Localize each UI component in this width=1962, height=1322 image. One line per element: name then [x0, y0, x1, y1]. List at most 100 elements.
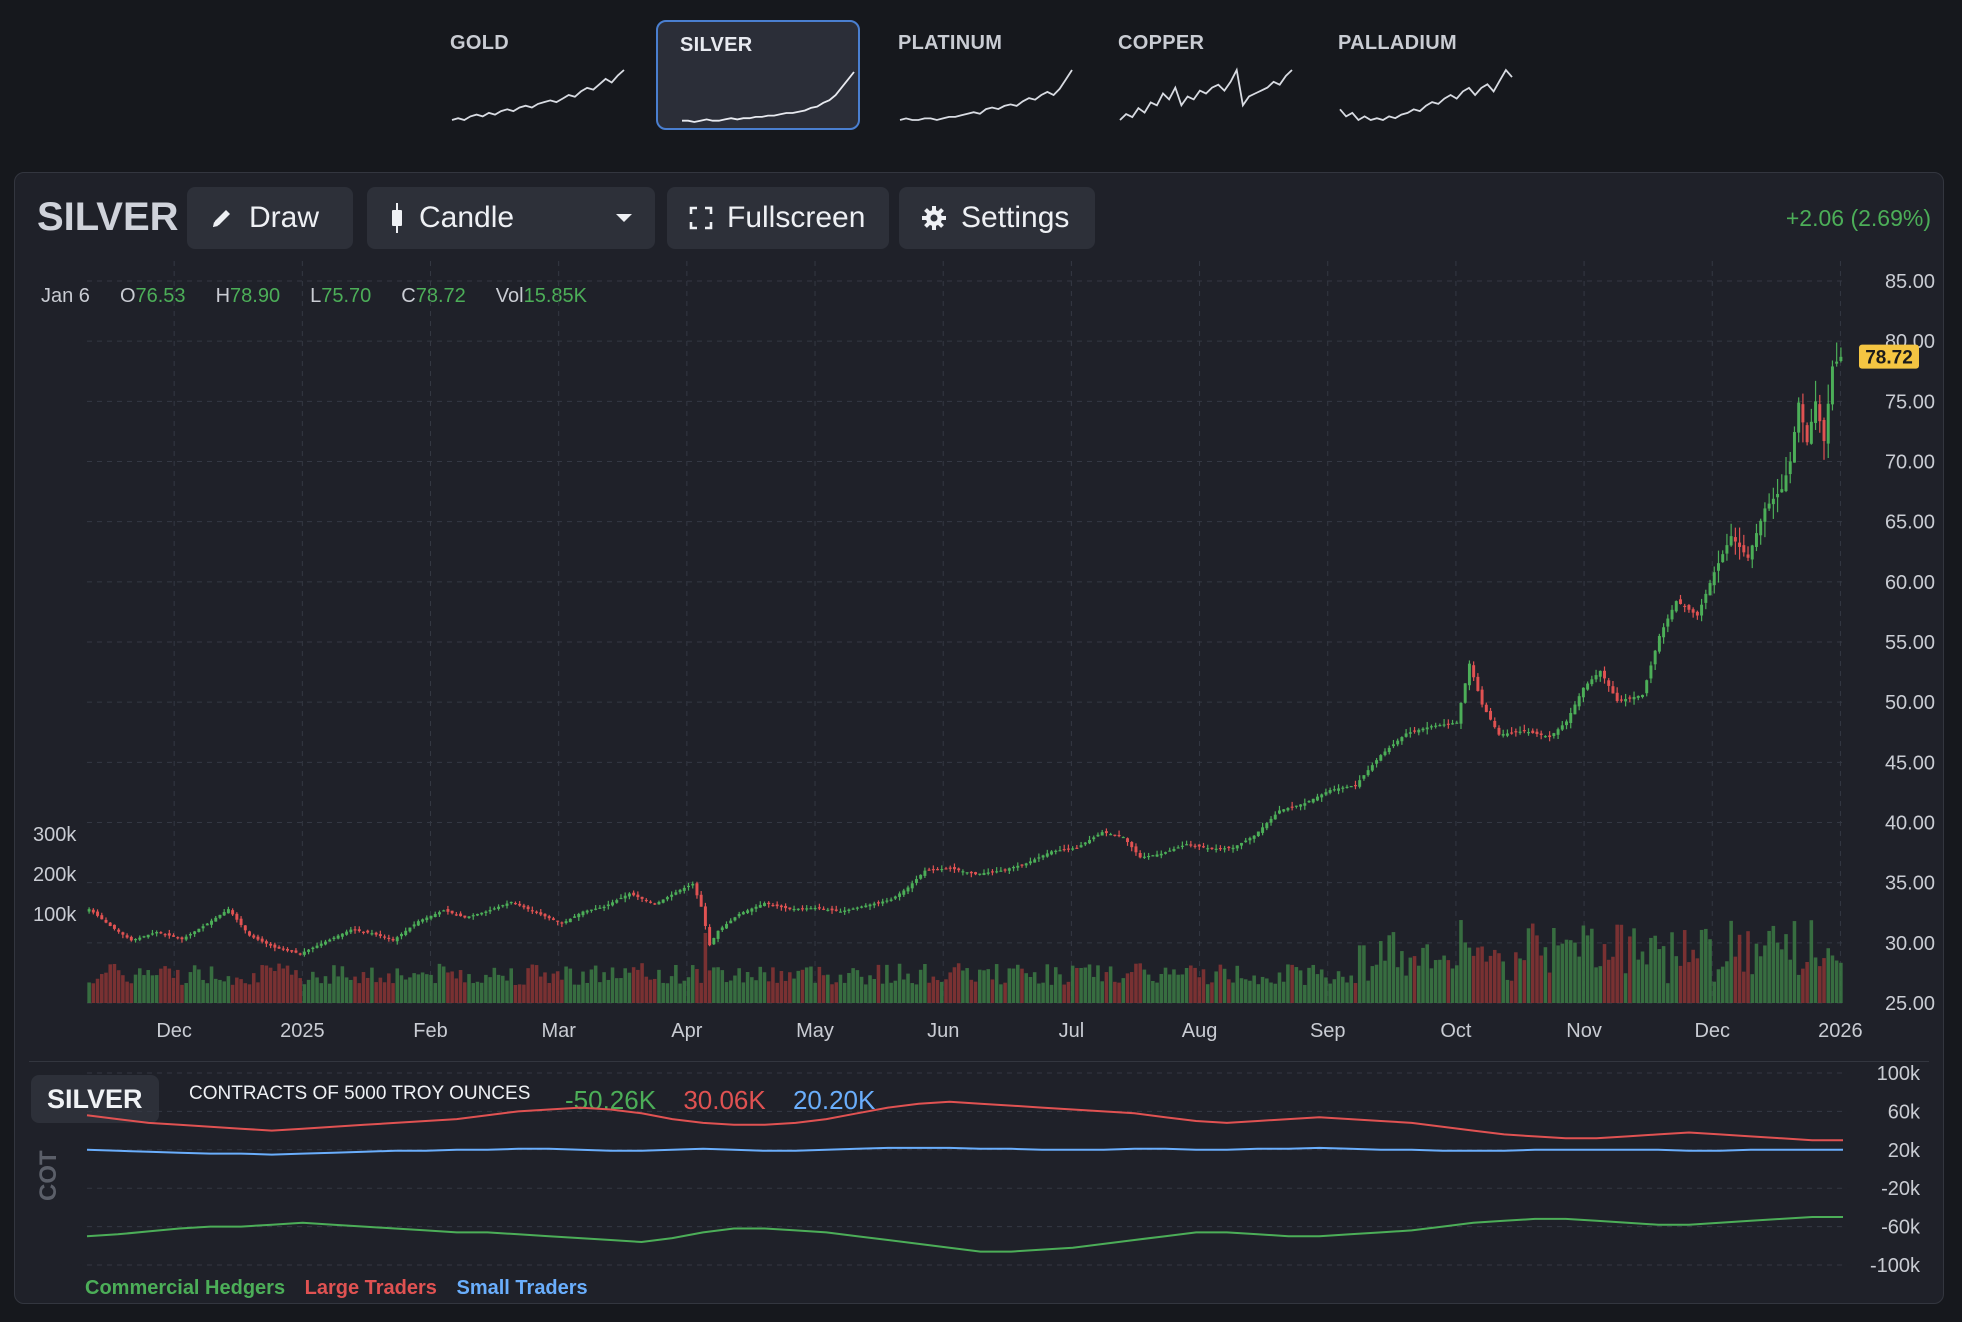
volume-bar — [771, 967, 775, 1003]
volume-bar — [1100, 981, 1104, 1003]
candle-body — [636, 894, 640, 898]
candle-body — [910, 883, 914, 889]
high-value: 78.90 — [230, 285, 281, 307]
volume-bar — [1602, 944, 1607, 1003]
tab-platinum[interactable]: PLATINUM — [876, 20, 1080, 130]
candle-body — [437, 912, 441, 915]
ohlc-date: Jan 6 — [41, 285, 90, 307]
candle-body — [1725, 545, 1729, 554]
volume-bar — [458, 970, 463, 1003]
volume-bar — [1522, 960, 1527, 1003]
volume-bar — [1666, 983, 1670, 1003]
volume-bar — [859, 976, 864, 1003]
candle-body — [1362, 775, 1366, 779]
candle-body — [564, 921, 568, 924]
candle-body — [708, 927, 712, 946]
candle-body — [813, 907, 817, 910]
candle-body — [286, 948, 289, 951]
volume-bar — [817, 966, 822, 1003]
volume-bar — [340, 966, 345, 1003]
chart-type-select[interactable]: Candle — [367, 187, 655, 249]
candle-body — [146, 934, 150, 938]
candle-body — [226, 909, 230, 914]
settings-button[interactable]: Settings — [899, 187, 1095, 249]
tab-gold[interactable]: GOLD — [428, 20, 632, 130]
candle-body — [184, 936, 188, 940]
candle-body — [349, 929, 353, 933]
candle-body — [623, 895, 627, 899]
volume-bar — [1129, 972, 1134, 1003]
candle-body — [497, 906, 501, 909]
close-value: 78.72 — [415, 285, 466, 307]
candle-body — [1577, 696, 1581, 707]
candle-body — [117, 929, 121, 932]
volume-bar — [391, 983, 395, 1003]
volume-bar — [323, 976, 328, 1003]
candle-body — [1320, 794, 1324, 798]
tab-copper[interactable]: COPPER — [1096, 20, 1300, 130]
candle-body — [661, 899, 665, 903]
candle-body — [1797, 402, 1801, 433]
candle-body — [1041, 855, 1045, 858]
volume-bar — [1349, 975, 1354, 1003]
candle-body — [535, 911, 539, 913]
candle-body — [1581, 687, 1585, 698]
candle-body — [581, 911, 585, 916]
candle-body — [556, 920, 560, 922]
candle-body — [1539, 733, 1543, 736]
tab-palladium[interactable]: PALLADIUM — [1316, 20, 1520, 130]
cot-symbol-badge: SILVER — [31, 1075, 159, 1123]
candle-body — [1185, 844, 1189, 846]
candle-body — [239, 918, 243, 926]
candle-body — [1007, 868, 1011, 871]
volume-label: Vol — [495, 285, 524, 307]
cot-chart[interactable]: 100k 60k 20k -20k -60k -100k — [15, 1053, 1943, 1293]
volume-bar — [783, 980, 788, 1003]
candle-body — [1235, 845, 1239, 849]
price-chart[interactable]: 85.0080.0075.0070.0065.0060.0055.0050.00… — [15, 173, 1943, 1053]
volume-bar — [598, 982, 602, 1003]
candle-body — [1674, 601, 1678, 612]
volume-bar — [450, 971, 454, 1003]
candle-body — [167, 933, 171, 936]
volume-bar — [1121, 978, 1126, 1003]
volume-bar — [1286, 964, 1290, 1003]
candle-body — [547, 916, 551, 919]
candle-body — [1792, 432, 1796, 463]
candle-body — [1273, 814, 1277, 820]
candle-body — [1134, 846, 1138, 853]
candle-body — [779, 905, 783, 908]
candle-body — [1240, 842, 1243, 846]
candle-body — [112, 924, 116, 929]
volume-bar — [298, 978, 302, 1003]
volume-bar — [315, 977, 319, 1003]
candle-body — [990, 871, 994, 873]
candle-body — [332, 937, 336, 940]
candle-body — [1290, 806, 1294, 808]
volume-bar — [1117, 982, 1121, 1003]
open-label: O — [119, 285, 136, 307]
volume-bar — [1518, 958, 1522, 1003]
volume-bar — [1193, 967, 1197, 1003]
volume-bar — [1294, 967, 1299, 1003]
candle-body — [340, 933, 344, 937]
candle-body — [1210, 847, 1214, 849]
volume-bar — [1155, 982, 1159, 1003]
volume-bar — [159, 968, 163, 1003]
volume-bar — [1020, 968, 1024, 1003]
tab-silver[interactable]: SILVER — [656, 20, 860, 130]
candle-body — [248, 931, 251, 936]
draw-button[interactable]: Draw — [187, 187, 353, 249]
volume-bar — [952, 967, 957, 1003]
volume-bar — [374, 982, 378, 1003]
candle-body — [674, 892, 678, 895]
candle-body — [1345, 786, 1349, 789]
candle-body — [134, 939, 138, 941]
volume-bar — [429, 974, 433, 1003]
volume-bar — [235, 977, 239, 1003]
fullscreen-button[interactable]: Fullscreen — [667, 187, 889, 249]
candle-body — [243, 925, 247, 931]
candle-body — [1826, 403, 1830, 444]
volume-bar — [986, 969, 990, 1003]
volume-bar — [576, 984, 581, 1003]
